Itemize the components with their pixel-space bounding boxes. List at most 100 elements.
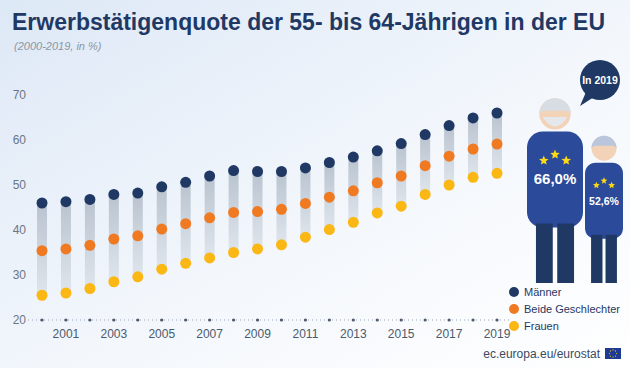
- star: [539, 156, 549, 165]
- range-bar: [61, 202, 71, 293]
- star: [593, 182, 600, 189]
- marker: [420, 129, 431, 140]
- marker: [108, 276, 119, 287]
- range-bar: [324, 163, 334, 230]
- subtitle: (2000-2019, in %): [14, 40, 102, 52]
- legend-marker: [509, 304, 519, 314]
- marker: [156, 224, 167, 235]
- value-label: 52,6%: [589, 195, 619, 207]
- marker: [420, 189, 431, 200]
- range-bar: [37, 203, 47, 295]
- x-tick: [352, 318, 355, 321]
- marker: [300, 198, 311, 209]
- x-tick: [471, 318, 474, 321]
- x-tick: [64, 318, 67, 321]
- flag-star: [610, 350, 611, 351]
- marker: [444, 120, 455, 131]
- eu-flag: [605, 348, 621, 359]
- marker: [228, 247, 239, 258]
- marker: [276, 166, 287, 177]
- y-tick-label: 20: [13, 313, 27, 327]
- background: [0, 0, 630, 368]
- x-tick: [256, 318, 259, 321]
- marker: [180, 258, 191, 269]
- marker: [348, 152, 359, 163]
- head: [591, 136, 616, 161]
- range-bar: [253, 172, 263, 249]
- marker: [37, 245, 48, 256]
- title: Erwerbstätigenquote der 55- bis 64-Jähri…: [12, 9, 605, 35]
- x-tick-label: 2015: [388, 327, 415, 341]
- range-bar: [85, 199, 95, 288]
- marker: [156, 181, 167, 192]
- marker: [372, 177, 383, 188]
- head: [539, 98, 570, 129]
- marker: [252, 243, 263, 254]
- legend-label: Männer: [524, 286, 562, 298]
- x-tick: [208, 318, 211, 321]
- marker: [180, 218, 191, 229]
- figure-woman: 52,6%: [585, 136, 623, 283]
- leg: [606, 235, 617, 283]
- marker: [60, 243, 71, 254]
- x-tick-label: 2013: [340, 327, 367, 341]
- marker: [444, 151, 455, 162]
- marker: [180, 177, 191, 188]
- flag-star: [612, 357, 613, 358]
- marker: [396, 138, 407, 149]
- star: [601, 177, 608, 184]
- x-tick: [232, 318, 235, 321]
- flag-star: [616, 353, 617, 354]
- x-tick: [448, 318, 451, 321]
- marker: [300, 162, 311, 173]
- x-tick-label: 2003: [100, 327, 127, 341]
- x-tick: [376, 318, 379, 321]
- star: [608, 182, 615, 189]
- marker: [324, 192, 335, 203]
- x-tick: [424, 318, 427, 321]
- marker: [84, 240, 95, 251]
- marker: [156, 264, 167, 275]
- marker: [204, 252, 215, 263]
- hair: [591, 136, 616, 149]
- legend-marker: [509, 287, 519, 297]
- x-tick: [184, 318, 187, 321]
- marker: [84, 283, 95, 294]
- marker: [324, 157, 335, 168]
- flag-star: [615, 350, 616, 351]
- range-bar: [300, 168, 310, 237]
- marker: [324, 224, 335, 235]
- flag-star: [612, 349, 613, 350]
- marker: [444, 180, 455, 191]
- marker: [372, 207, 383, 218]
- marker: [60, 288, 71, 299]
- figure-body: [585, 163, 623, 239]
- marker: [372, 145, 383, 156]
- flag-star: [609, 353, 610, 354]
- marker: [396, 171, 407, 182]
- marker: [60, 196, 71, 207]
- x-tick: [304, 318, 307, 321]
- marker: [492, 108, 503, 119]
- marker: [132, 188, 143, 199]
- x-tick: [160, 318, 163, 321]
- marker: [492, 139, 503, 150]
- beard: [542, 117, 567, 126]
- x-tick: [280, 318, 283, 321]
- range-bar: [205, 176, 215, 258]
- y-tick-label: 60: [13, 133, 27, 147]
- x-tick: [88, 318, 91, 321]
- x-tick-label: 2011: [293, 327, 319, 341]
- figure-man: 66,0%: [527, 98, 583, 283]
- marker: [228, 207, 239, 218]
- legend-marker: [509, 321, 519, 331]
- star: [550, 150, 560, 159]
- range-bar: [109, 194, 119, 281]
- x-tick-label: 2001: [53, 327, 80, 341]
- hair: [539, 98, 570, 114]
- x-tick-label: 2007: [196, 327, 223, 341]
- range-bar: [181, 182, 191, 263]
- plot-area: [37, 108, 503, 301]
- marker: [348, 185, 359, 196]
- marker: [132, 230, 143, 241]
